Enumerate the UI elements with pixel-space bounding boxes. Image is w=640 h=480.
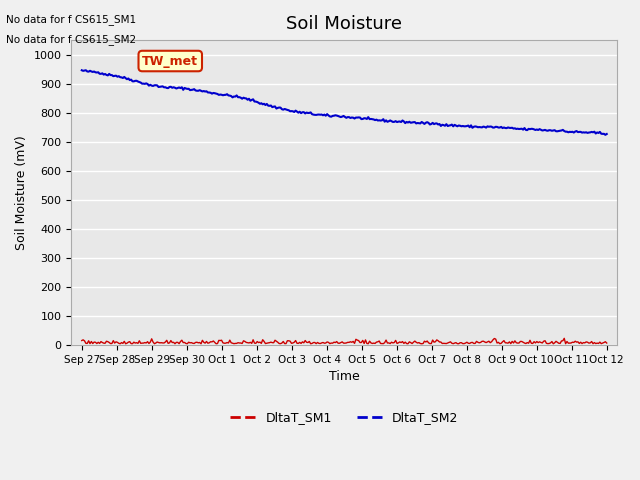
X-axis label: Time: Time (329, 371, 360, 384)
Title: Soil Moisture: Soil Moisture (286, 15, 403, 33)
Text: No data for f CS615_SM1: No data for f CS615_SM1 (6, 14, 136, 25)
Y-axis label: Soil Moisture (mV): Soil Moisture (mV) (15, 135, 28, 250)
Text: TW_met: TW_met (142, 55, 198, 68)
Legend: DltaT_SM1, DltaT_SM2: DltaT_SM1, DltaT_SM2 (225, 407, 463, 430)
Text: No data for f CS615_SM2: No data for f CS615_SM2 (6, 34, 136, 45)
